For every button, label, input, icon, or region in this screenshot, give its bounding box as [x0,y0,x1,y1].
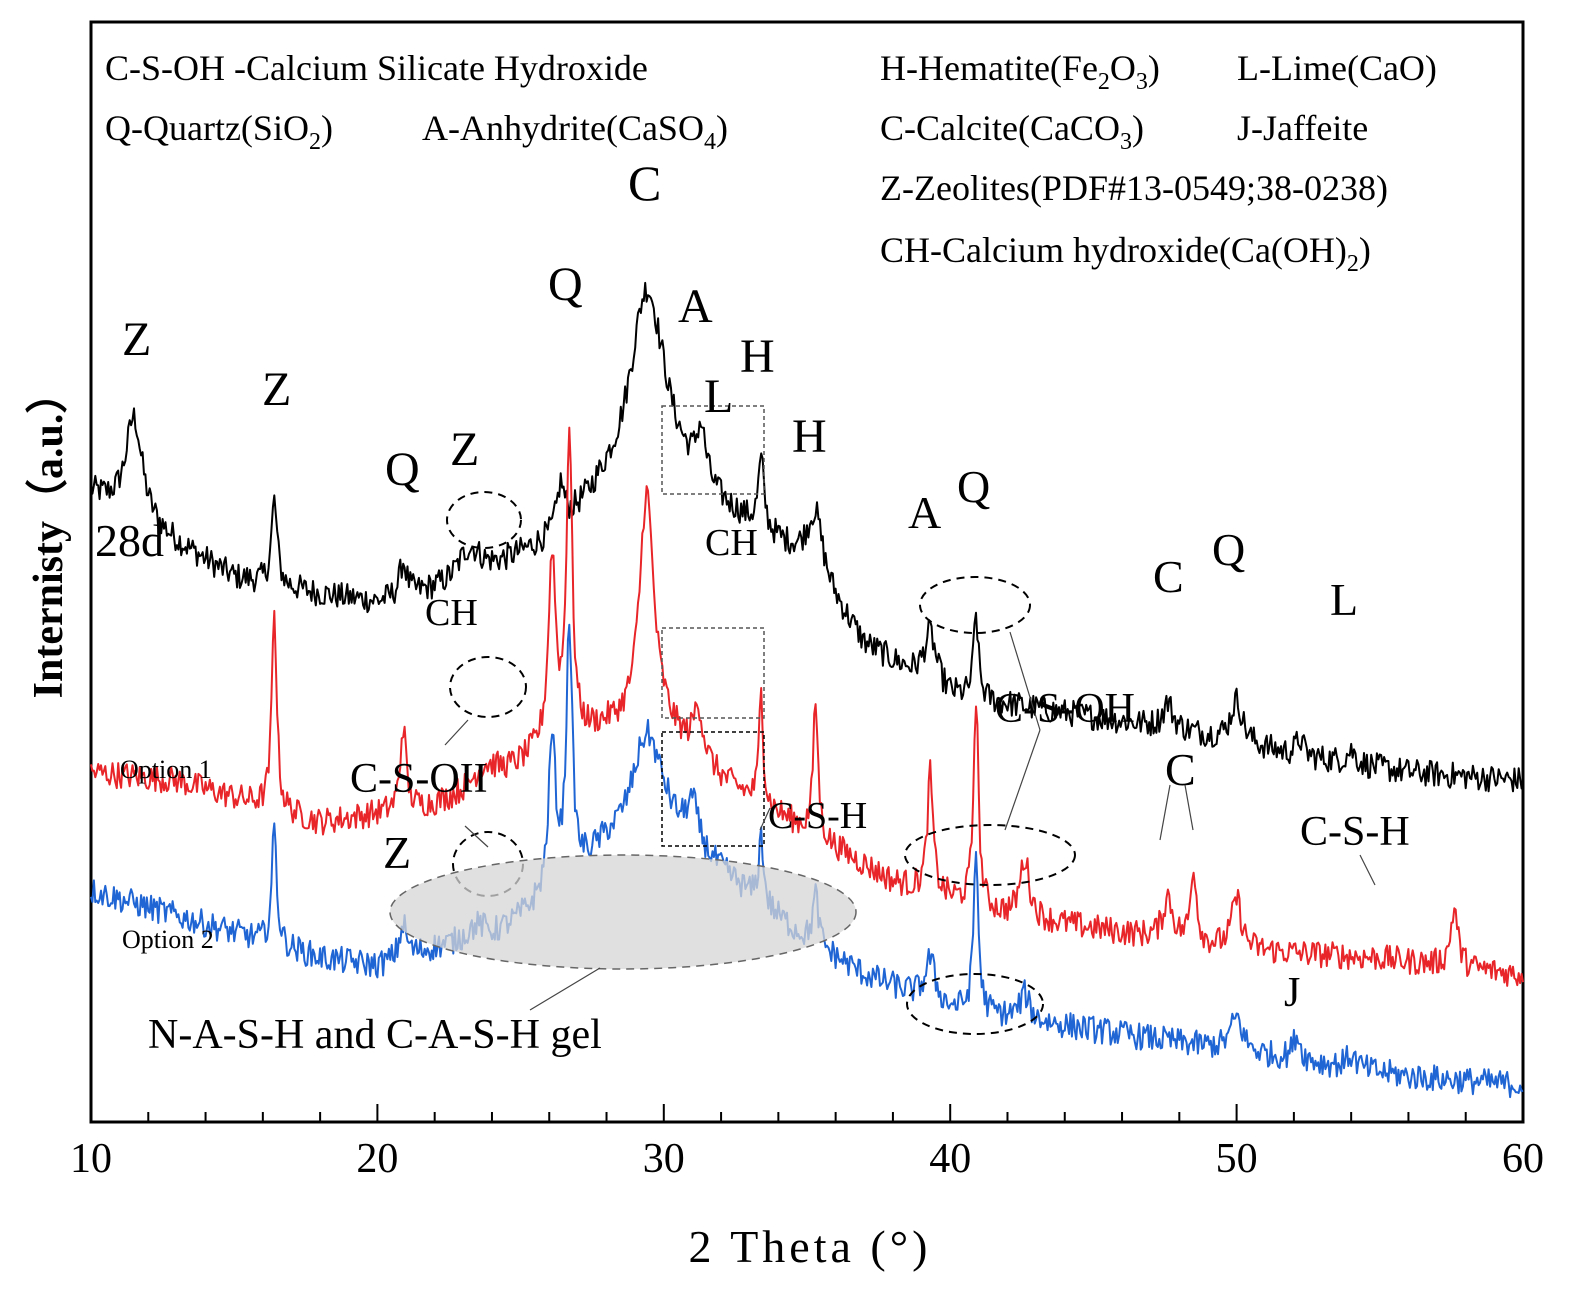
peak-label: Z [450,423,479,476]
peak-label: Q [1212,524,1245,575]
x-axis-label: 2 Theta (°) [689,1221,932,1272]
x-tick-label: 30 [643,1136,685,1182]
ch-box-option1 [661,627,765,719]
peak-label: CH [705,522,758,564]
csh-box-option2 [661,731,765,847]
series-line-option-1 [90,426,1524,987]
peak-label: C-S-H [1300,809,1410,855]
peak-label: C [1165,744,1196,795]
legend-quartz: Q-Quartz(SiO2) [105,108,333,155]
csoh-ellipse-28d-right [919,576,1031,634]
x-tick-label: 60 [1502,1136,1544,1182]
legend-hematite: H-Hematite(Fe2O3) [880,48,1160,95]
peak-label: CH [425,592,478,634]
peak-label: Z [262,363,291,416]
peak-label: C-S-H [768,795,867,837]
peak-label: Q [385,443,420,496]
y-axis-label: Internisty（a.u.） [25,372,72,699]
peak-label: Q [957,461,990,512]
x-tick-label: 50 [1216,1136,1258,1182]
legend-zeolites: Z-Zeolites(PDF#13-0549;38-0238) [880,168,1388,208]
series-label-28d: 28d [95,515,164,566]
peak-label: H [740,330,775,383]
x-tick-label: 10 [70,1136,112,1182]
x-tick-label: 20 [356,1136,398,1182]
ch-box-28d [661,405,765,495]
peak-label: C [628,155,661,211]
z-ellipse-28d [446,491,522,549]
legend: C-S-OH -Calcium Silicate Hydroxide Q-Qua… [105,48,1437,277]
peak-label: C [1153,551,1184,602]
csoh-ellipse-option2-right [906,973,1044,1035]
gel-ellipse [389,854,857,970]
csoh-ellipse-option1 [449,656,527,718]
x-axis-ticks: 10 20 30 40 50 60 [70,1104,1544,1182]
peak-label: A [908,487,941,538]
legend-lime: L-Lime(CaO) [1237,48,1437,88]
x-tick-label: 40 [929,1136,971,1182]
legend-calcite: C-Calcite(CaCO3) [880,108,1144,155]
annotation-shapes [389,405,1076,1035]
peak-label: J [1284,970,1300,1016]
legend-csoh: C-S-OH -Calcium Silicate Hydroxide [105,48,648,88]
peak-label: L [704,370,733,423]
leader-lines [444,631,1376,1011]
series-label-option2: Option 2 [122,925,214,954]
peak-label: Z [122,313,151,366]
peak-label: N-A-S-H and C-A-S-H gel [148,1012,602,1058]
peak-label: A [678,280,713,333]
series-line-28d [90,281,1524,793]
peak-label: H [792,410,827,463]
peak-label: Z [383,827,411,878]
series-label-option1: Option 1 [120,755,212,784]
legend-anhydrite: A-Anhydrite(CaSO4) [422,108,728,155]
peak-label: C-S-OH [995,686,1135,732]
peak-labels: Z Z Q Z Q C A L H H CH A Q C Q L CH C-S-… [122,155,1410,1058]
peak-label: Q [548,258,583,311]
series-group [90,281,1524,1099]
peak-label: L [1330,574,1358,625]
plot-frame [89,20,1525,1124]
csoh-ellipse-option1-right [904,824,1076,886]
legend-jaffeite: J-Jaffeite [1237,108,1368,148]
peak-label: C-S-OII [350,756,488,802]
legend-ch: CH-Calcium hydroxide(Ca(OH)2) [880,230,1371,277]
